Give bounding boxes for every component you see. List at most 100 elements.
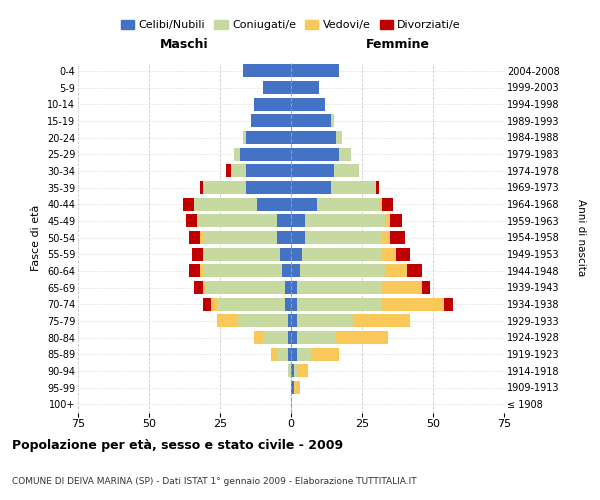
Bar [445, 298, 453, 310]
Bar [245, 131, 291, 144]
Text: Maschi: Maschi [160, 38, 209, 52]
Bar [337, 131, 342, 144]
Bar [291, 314, 296, 328]
Bar [299, 264, 385, 278]
Bar [263, 81, 291, 94]
Bar [186, 214, 197, 228]
Bar [382, 198, 393, 210]
Bar [385, 214, 391, 228]
Bar [296, 281, 382, 294]
Bar [296, 348, 311, 360]
Bar [331, 114, 334, 128]
Bar [331, 181, 376, 194]
Bar [254, 331, 263, 344]
Bar [191, 248, 203, 260]
Bar [396, 248, 410, 260]
Bar [288, 364, 291, 378]
Bar [305, 231, 382, 244]
Bar [317, 198, 379, 210]
Bar [407, 264, 422, 278]
Bar [257, 198, 291, 210]
Bar [353, 314, 410, 328]
Legend: Celibi/Nubili, Coniugati/e, Vedovi/e, Divorziati/e: Celibi/Nubili, Coniugati/e, Vedovi/e, Di… [116, 16, 466, 35]
Bar [200, 231, 203, 244]
Bar [334, 164, 359, 177]
Bar [226, 164, 232, 177]
Bar [291, 364, 294, 378]
Bar [286, 281, 291, 294]
Bar [277, 214, 291, 228]
Bar [291, 64, 339, 78]
Bar [189, 264, 200, 278]
Bar [203, 248, 280, 260]
Bar [291, 264, 299, 278]
Bar [263, 331, 288, 344]
Y-axis label: Anni di nascita: Anni di nascita [576, 199, 586, 276]
Bar [203, 231, 277, 244]
Bar [291, 114, 331, 128]
Bar [385, 264, 407, 278]
Bar [291, 281, 296, 294]
Bar [302, 248, 382, 260]
Bar [291, 131, 337, 144]
Bar [337, 331, 388, 344]
Bar [283, 264, 291, 278]
Bar [291, 231, 305, 244]
Bar [391, 214, 402, 228]
Bar [240, 148, 291, 160]
Y-axis label: Fasce di età: Fasce di età [31, 204, 41, 270]
Bar [288, 314, 291, 328]
Bar [277, 348, 288, 360]
Bar [243, 131, 245, 144]
Bar [194, 198, 257, 210]
Bar [382, 298, 445, 310]
Bar [382, 231, 391, 244]
Bar [288, 331, 291, 344]
Bar [245, 164, 291, 177]
Bar [280, 248, 291, 260]
Bar [391, 231, 404, 244]
Bar [296, 298, 382, 310]
Bar [203, 181, 245, 194]
Bar [294, 364, 296, 378]
Bar [382, 281, 422, 294]
Bar [254, 98, 291, 110]
Bar [294, 381, 299, 394]
Bar [291, 148, 339, 160]
Bar [286, 298, 291, 310]
Bar [200, 181, 203, 194]
Bar [291, 298, 296, 310]
Bar [422, 281, 430, 294]
Bar [305, 214, 385, 228]
Bar [376, 181, 379, 194]
Bar [277, 231, 291, 244]
Bar [203, 281, 206, 294]
Bar [251, 114, 291, 128]
Bar [200, 264, 203, 278]
Bar [296, 314, 353, 328]
Text: Femmine: Femmine [365, 38, 430, 52]
Bar [296, 331, 337, 344]
Bar [271, 348, 277, 360]
Bar [217, 298, 286, 310]
Bar [211, 298, 217, 310]
Bar [291, 98, 325, 110]
Bar [189, 231, 200, 244]
Bar [311, 348, 339, 360]
Bar [291, 331, 296, 344]
Bar [291, 181, 331, 194]
Bar [217, 314, 237, 328]
Bar [291, 164, 334, 177]
Bar [183, 198, 194, 210]
Bar [296, 364, 308, 378]
Bar [234, 148, 240, 160]
Bar [237, 314, 288, 328]
Bar [206, 281, 286, 294]
Bar [382, 248, 396, 260]
Bar [197, 214, 277, 228]
Bar [245, 181, 291, 194]
Bar [291, 248, 302, 260]
Bar [291, 214, 305, 228]
Bar [203, 298, 211, 310]
Bar [339, 148, 350, 160]
